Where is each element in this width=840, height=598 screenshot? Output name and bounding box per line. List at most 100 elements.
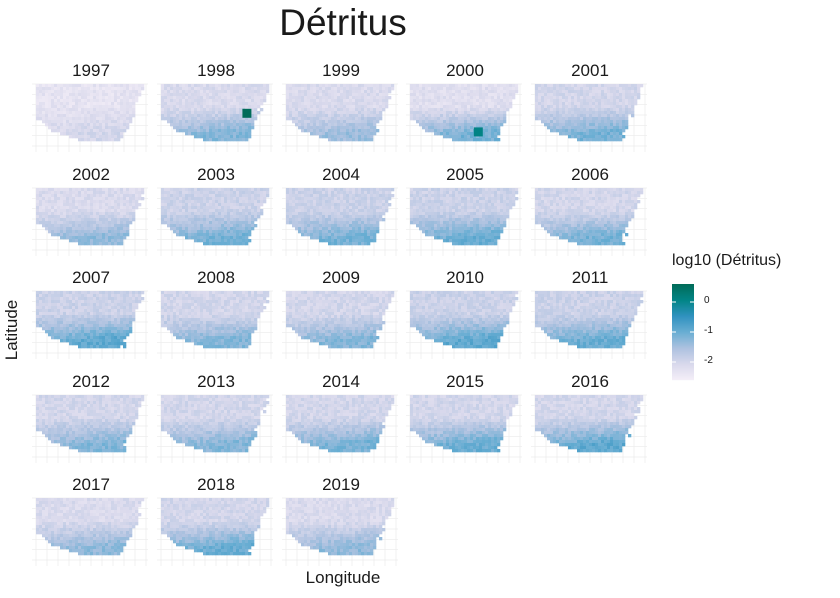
heatmap-cell	[619, 117, 623, 121]
heatmap-cell	[227, 120, 231, 124]
heatmap-cell	[364, 221, 368, 225]
heatmap-cell	[230, 209, 234, 213]
heatmap-cell	[203, 138, 207, 142]
heatmap-cell	[185, 203, 189, 207]
heatmap-cell	[367, 194, 371, 198]
heatmap-cell	[248, 90, 252, 94]
heatmap-cell	[410, 90, 414, 94]
heatmap-cell	[491, 200, 495, 204]
heatmap-cell	[416, 206, 420, 210]
heatmap-cell	[66, 87, 70, 91]
heatmap-cell	[565, 99, 569, 103]
heatmap-cell	[191, 236, 195, 240]
heatmap-cell	[114, 123, 118, 127]
heatmap-cell	[304, 117, 308, 121]
heatmap-cell	[236, 200, 240, 204]
heatmap-cell	[598, 99, 602, 103]
heatmap-cell	[631, 87, 635, 91]
heatmap-cell	[310, 87, 314, 91]
heatmap-cell	[328, 209, 332, 213]
heatmap-cell	[434, 188, 438, 192]
heatmap-cell	[476, 200, 480, 204]
heatmap-cell	[367, 200, 371, 204]
heatmap-cell	[541, 90, 545, 94]
heatmap-cell	[194, 132, 198, 136]
heatmap-cell	[376, 200, 380, 204]
heatmap-cell	[352, 236, 356, 240]
heatmap-cell	[254, 209, 258, 213]
heatmap-cell	[111, 84, 115, 88]
heatmap-cell	[200, 129, 204, 133]
heatmap-cell	[123, 84, 127, 88]
heatmap-cell	[84, 239, 88, 243]
heatmap-cell	[328, 230, 332, 234]
heatmap-cell	[120, 233, 124, 237]
heatmap-cell	[331, 203, 335, 207]
heatmap-cell	[93, 108, 97, 112]
heatmap-cell	[292, 224, 296, 228]
heatmap-cell	[170, 99, 174, 103]
heatmap-cell	[488, 114, 492, 118]
heatmap-cell	[334, 194, 338, 198]
heatmap-cell	[559, 84, 563, 88]
heatmap-cell	[60, 218, 64, 222]
heatmap-cell	[482, 90, 486, 94]
heatmap-cell	[419, 93, 423, 97]
heatmap-cell	[197, 227, 201, 231]
heatmap-cell	[114, 126, 118, 130]
heatmap-cell	[57, 224, 61, 228]
heatmap-cell	[117, 221, 121, 225]
heatmap-cell	[45, 206, 49, 210]
heatmap-cell	[135, 188, 139, 192]
heatmap-cell	[236, 233, 240, 237]
heatmap-cell	[191, 117, 195, 121]
heatmap-cell	[257, 197, 261, 201]
heatmap-cell	[188, 188, 192, 192]
heatmap-cell	[434, 105, 438, 109]
heatmap-cell	[304, 105, 308, 109]
heatmap-cell	[42, 96, 46, 100]
heatmap-cell	[75, 227, 79, 231]
heatmap-cell	[78, 200, 82, 204]
heatmap-cell	[328, 200, 332, 204]
heatmap-cell	[96, 230, 100, 234]
heatmap-cell	[355, 123, 359, 127]
heatmap-cell	[373, 126, 377, 130]
heatmap-cell	[482, 96, 486, 100]
heatmap-cell	[263, 99, 267, 103]
heatmap-cell	[316, 236, 320, 240]
heatmap-cell	[218, 242, 222, 246]
heatmap-cell	[328, 105, 332, 109]
heatmap-cell	[105, 84, 109, 88]
heatmap-cell	[170, 224, 174, 228]
heatmap-cell	[580, 126, 584, 130]
heatmap-cell	[251, 218, 255, 222]
heatmap-cell	[161, 197, 165, 201]
heatmap-cell	[298, 212, 302, 216]
heatmap-cell	[245, 203, 249, 207]
heatmap-cell	[188, 227, 192, 231]
heatmap-cell	[215, 188, 219, 192]
heatmap-cell	[69, 117, 73, 121]
heatmap-cell	[419, 90, 423, 94]
heatmap-cell	[452, 126, 456, 130]
heatmap-cell	[461, 84, 465, 88]
heatmap-cell	[242, 102, 246, 106]
heatmap-cell	[310, 114, 314, 118]
heatmap-cell	[470, 126, 474, 130]
heatmap-cell	[78, 108, 82, 112]
heatmap-cell	[500, 108, 504, 112]
heatmap-cell	[224, 236, 228, 240]
heatmap-cell	[126, 209, 130, 213]
heatmap-cell	[111, 218, 115, 222]
heatmap-cell	[476, 102, 480, 106]
heatmap-cell	[422, 191, 426, 195]
heatmap-cell	[343, 123, 347, 127]
heatmap-cell	[325, 96, 329, 100]
heatmap-cell	[503, 120, 507, 124]
heatmap-cell	[625, 117, 629, 121]
heatmap-cell	[170, 212, 174, 216]
heatmap-cell	[114, 191, 118, 195]
heatmap-cell	[90, 93, 94, 97]
heatmap-cell	[482, 188, 486, 192]
